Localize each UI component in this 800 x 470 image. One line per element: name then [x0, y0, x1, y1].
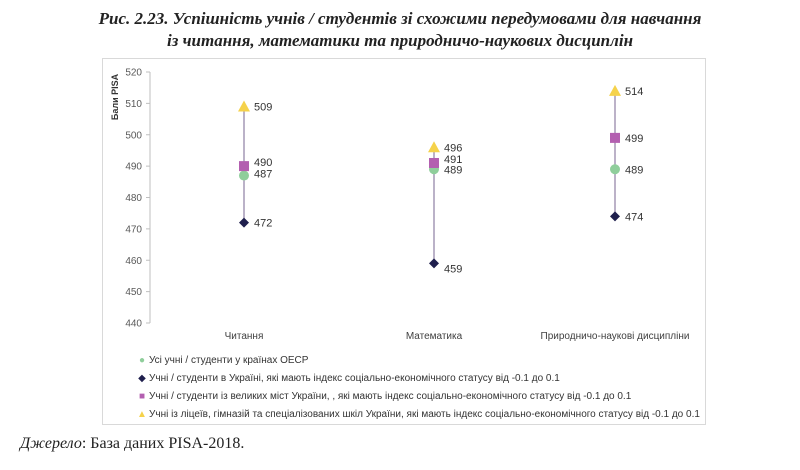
- y-tick-label: 460: [125, 256, 142, 267]
- data-point-triangle: [428, 141, 440, 153]
- chart-panel: [102, 58, 706, 425]
- data-point-square: [429, 157, 439, 168]
- legend-label-big-cities: Учні / студенти із великих міст України,…: [149, 391, 632, 402]
- y-tick-label: 520: [125, 68, 142, 79]
- data-label: 487: [254, 169, 272, 181]
- data-label: 472: [254, 218, 272, 230]
- legend-label-lyceums: Учні із ліцеїв, гімназій та спеціалізова…: [149, 409, 700, 420]
- data-point-diamond: [239, 217, 249, 228]
- legend-label-ukraine: Учні / студенти в Україні, які мають інд…: [149, 373, 560, 384]
- data-point-circle: [610, 164, 620, 175]
- data-point-triangle: [609, 84, 621, 96]
- data-point-triangle: [238, 100, 250, 112]
- y-axis-title: Бали PISA: [110, 73, 120, 120]
- chart-title-line-1: Рис. 2.23. Успішність учнів / студентів …: [98, 9, 702, 28]
- data-label: 509: [254, 102, 272, 114]
- data-label: 474: [625, 211, 643, 223]
- x-category-label: Читання: [225, 331, 264, 342]
- y-tick-label: 490: [125, 162, 142, 173]
- chart-title: Рис. 2.23. Успішність учнів / студентів …: [0, 8, 800, 52]
- legend-triangle-icon: ▲: [137, 409, 147, 420]
- legend-diamond-icon: ◆: [138, 373, 146, 384]
- data-point-square: [610, 132, 620, 143]
- y-tick-label: 510: [125, 99, 142, 110]
- legend-item-lyceums: ▲ Учні із ліцеїв, гімназій та спеціалізов…: [136, 406, 700, 424]
- legend-item-ukraine: ◆ Учні / студенти в Україні, які мають ін…: [136, 370, 700, 388]
- data-label: 491: [444, 154, 462, 166]
- x-category-label: Природничо-наукові дисципліни: [541, 331, 690, 342]
- data-label: 499: [625, 133, 643, 145]
- chart-title-line-2: із читання, математики та природничо-нау…: [166, 31, 634, 50]
- legend-item-big-cities: ■ Учні / студенти із великих міст України…: [136, 388, 700, 406]
- source-note: Джерело: База даних PISA-2018.: [20, 435, 244, 453]
- data-label: 496: [444, 142, 462, 154]
- legend-square-icon: ■: [138, 391, 146, 402]
- y-tick-label: 480: [125, 193, 142, 204]
- data-point-diamond: [610, 211, 620, 222]
- y-tick-label: 470: [125, 224, 142, 235]
- data-label: 459: [444, 263, 462, 275]
- data-label: 490: [254, 157, 272, 169]
- source-label: Джерело: [20, 435, 82, 452]
- y-tick-label: 450: [125, 287, 142, 298]
- data-point-diamond: [429, 258, 439, 269]
- source-text: : База даних PISA-2018.: [81, 435, 245, 452]
- data-point-square: [239, 161, 249, 172]
- data-label: 489: [444, 164, 462, 176]
- y-tick-label: 440: [125, 319, 142, 330]
- legend-circle-icon: ●: [138, 355, 146, 366]
- y-tick-label: 500: [125, 130, 142, 141]
- data-label: 489: [625, 164, 643, 176]
- legend-label-oecd: Усі учні / студенти у країнах ОЕСР: [149, 355, 309, 366]
- legend-item-oecd: ● Усі учні / студенти у країнах ОЕСР: [136, 352, 700, 370]
- data-label: 514: [625, 86, 643, 98]
- data-point-circle: [239, 170, 249, 181]
- x-category-label: Математика: [406, 331, 463, 342]
- chart-legend: ● Усі учні / студенти у країнах ОЕСР ◆ Учн…: [136, 352, 700, 424]
